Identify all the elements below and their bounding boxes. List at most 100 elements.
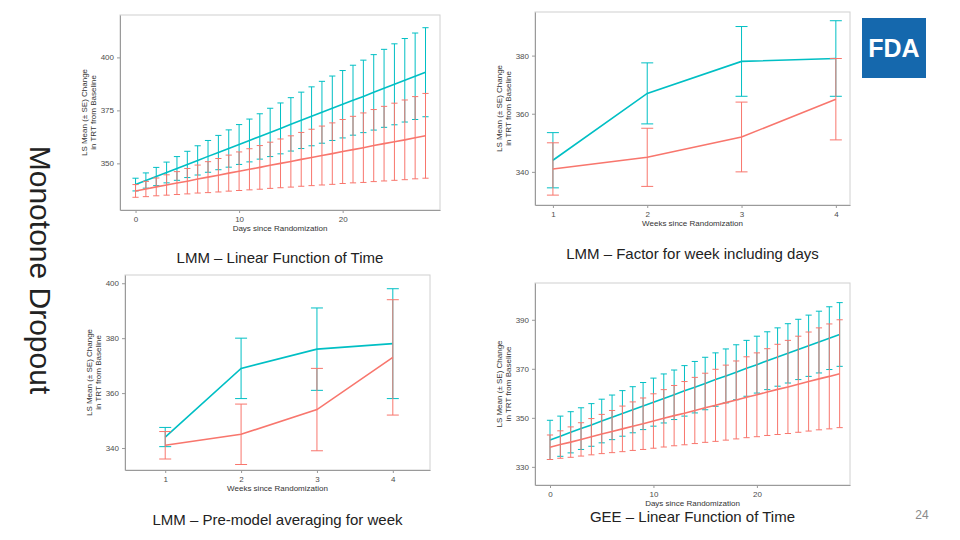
tick-label: 0 (548, 490, 553, 499)
error-cap (412, 178, 418, 179)
error-cap (205, 140, 211, 141)
error-cap (702, 442, 708, 443)
error-cap (311, 450, 323, 451)
error-cap (174, 194, 180, 195)
y-axis: 350375400 (101, 16, 121, 211)
tick-label: 20 (339, 215, 348, 224)
error-cap (143, 181, 149, 182)
error-cap (754, 436, 760, 437)
error-cap (319, 126, 325, 127)
error-cap (319, 184, 325, 185)
chart-title: LMM – Factor for week including days (566, 245, 819, 262)
error-cap (619, 390, 625, 391)
tick: 380 (106, 334, 125, 343)
error-cap (412, 33, 418, 34)
error-cap (547, 132, 559, 133)
y-axis-title: in TRT from Baseline (504, 346, 513, 421)
axis-line (536, 205, 851, 206)
error-cap (235, 464, 247, 465)
error-cap (640, 449, 646, 450)
error-cap (599, 414, 605, 415)
error-cap (826, 323, 832, 324)
tick-mark (757, 485, 758, 488)
series (132, 28, 428, 191)
tick-mark (532, 467, 535, 468)
plot-frame (535, 283, 850, 485)
error-cap (764, 435, 770, 436)
error-cap (588, 418, 594, 419)
chart: 33035037039001020Days since Randomizatio… (495, 283, 851, 525)
error-cap (588, 403, 594, 404)
plot-area (159, 289, 399, 465)
error-cap (795, 319, 801, 320)
chart-title: LMM – Linear Function of Time (177, 249, 384, 266)
error-cap (226, 129, 232, 130)
error-cap (381, 49, 387, 50)
error-cap (795, 432, 801, 433)
plot-area (547, 21, 842, 195)
y-axis-title: in TRT from Baseline (504, 71, 513, 146)
error-cap (319, 81, 325, 82)
error-bar (550, 420, 551, 459)
logo-box (862, 18, 926, 78)
error-cap (641, 62, 653, 63)
tick-mark (117, 110, 120, 111)
error-cap (246, 189, 252, 190)
error-cap (578, 456, 584, 457)
error-cap (235, 404, 247, 405)
tick: 4 (391, 470, 396, 484)
tick: 340 (106, 444, 125, 453)
error-cap (785, 433, 791, 434)
error-cap (785, 323, 791, 324)
error-cap (712, 441, 718, 442)
tick-mark (122, 283, 125, 284)
tick-mark (117, 57, 120, 58)
x-axis-title: Weeks since Randomization (227, 484, 328, 493)
y-axis-title: LS Mean (± SE) Change (495, 64, 504, 152)
error-cap (402, 99, 408, 100)
error-cap (547, 434, 553, 435)
tick: 20 (753, 485, 762, 499)
tick: 390 (516, 316, 535, 325)
slide: Monotone DropoutFDA2435037540001020Days … (0, 0, 960, 540)
error-cap (340, 183, 346, 184)
error-cap (360, 112, 366, 113)
error-cap (277, 187, 283, 188)
tick-label: 340 (516, 168, 530, 177)
tick: 20 (339, 210, 348, 224)
error-cap (371, 109, 377, 110)
error-cap (184, 193, 190, 194)
error-cap (215, 191, 221, 192)
error-cap (692, 443, 698, 444)
error-cap (837, 319, 843, 320)
error-cap (712, 369, 718, 370)
tick-mark (550, 485, 551, 488)
error-cap (153, 167, 159, 168)
tick-label: 400 (106, 279, 120, 288)
error-cap (733, 360, 739, 361)
error-cap (650, 393, 656, 394)
error-cap (226, 155, 232, 156)
error-cap (387, 415, 399, 416)
error-cap (733, 344, 739, 345)
error-cap (236, 151, 242, 152)
error-cap (205, 192, 211, 193)
tick-mark (239, 210, 240, 213)
error-cap (736, 102, 748, 103)
error-cap (743, 437, 749, 438)
error-cap (568, 457, 574, 458)
tick-label: 330 (516, 463, 530, 472)
error-cap (806, 431, 812, 432)
side-title: Monotone Dropout (24, 146, 57, 395)
tick-label: 0 (134, 215, 139, 224)
error-cap (381, 180, 387, 181)
series (547, 320, 843, 460)
error-cap (754, 352, 760, 353)
error-cap (641, 123, 653, 124)
chart-title: LMM – Pre-model averaging for week (152, 511, 403, 528)
error-cap (257, 189, 263, 190)
error-cap (640, 382, 646, 383)
error-cap (311, 368, 323, 369)
error-cap (215, 135, 221, 136)
error-cap (774, 344, 780, 345)
